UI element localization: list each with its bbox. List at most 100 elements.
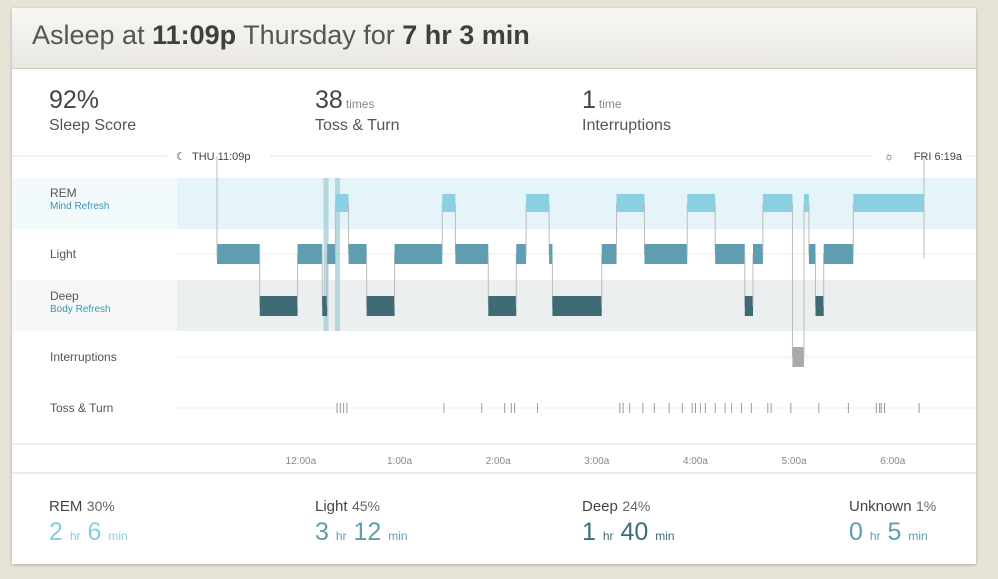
summary-duration: 1 hr 40 min	[582, 518, 675, 547]
summary-minutes: 6	[87, 518, 102, 546]
chart-marks	[12, 155, 976, 413]
summary-hours-unit: hr	[869, 529, 881, 543]
row-sublabel: Mind Refresh	[50, 201, 109, 212]
summary-minutes-unit: min	[108, 529, 128, 543]
stat-value: 1	[582, 86, 596, 114]
light-segment	[217, 244, 260, 264]
light-segment	[297, 244, 323, 264]
x-tick-label: 6:00a	[880, 456, 905, 467]
summary-hours-unit: hr	[335, 529, 347, 543]
page-title: Asleep at 11:09p Thursday for 7 hr 3 min	[32, 20, 530, 51]
stat-unit: time	[598, 97, 622, 111]
summary-minutes: 12	[353, 518, 382, 546]
summary-rem: REM 30% 2 hr 6 min	[49, 498, 128, 547]
stat-label: Interruptions	[582, 117, 671, 134]
row-label: Interruptions	[50, 350, 117, 364]
chart-bands	[12, 178, 976, 474]
stat-label: Toss & Turn	[315, 117, 400, 134]
deep-segment	[488, 296, 517, 316]
light-segment	[753, 244, 763, 264]
light-segment	[348, 244, 367, 264]
stat-toss-turn: 38 times Toss & Turn	[315, 86, 399, 135]
summary-name: Light	[315, 498, 348, 515]
summary-duration: 0 hr 5 min	[849, 518, 936, 547]
summary-minutes-unit: min	[655, 529, 675, 543]
x-tick-label: 4:00a	[683, 456, 708, 467]
row-label: Deep	[50, 289, 79, 303]
sun-icon: ☼	[884, 151, 894, 163]
x-tick-label: 5:00a	[782, 456, 807, 467]
summary-pct: 45%	[351, 498, 381, 514]
light-segment	[715, 244, 745, 264]
summary-hours: 3	[315, 518, 329, 546]
stat-sleep-score: 92% Sleep Score	[49, 86, 136, 135]
summary-name: REM	[49, 498, 83, 515]
summary-light: Light 45% 3 hr 12 min	[315, 498, 408, 547]
summary-name: Unknown	[849, 498, 912, 515]
x-tick-label: 2:00a	[486, 456, 511, 467]
rem-segment	[853, 194, 924, 212]
light-segment	[644, 244, 688, 264]
deep-segment	[322, 296, 328, 316]
row-label: Light	[50, 247, 77, 261]
title-duration: 7 hr 3 min	[402, 20, 530, 50]
deep-segment	[744, 296, 754, 316]
start-marker-label: THU 11:09p	[192, 151, 251, 163]
title-prefix: Asleep at	[32, 20, 145, 50]
deep-segment	[552, 296, 602, 316]
stat-value: 38	[315, 86, 343, 114]
summary-hours: 2	[49, 518, 63, 546]
deep-segment	[259, 296, 298, 316]
summary-hours-unit: hr	[69, 529, 81, 543]
summary-pct: 24%	[622, 498, 651, 514]
stat-value: 92%	[49, 86, 100, 114]
rem-segment	[762, 194, 793, 212]
light-segment	[455, 244, 489, 264]
stat-label: Sleep Score	[49, 117, 137, 134]
summary-pct: 1%	[916, 498, 937, 514]
highlight-bar	[323, 178, 329, 331]
stat-interruptions: 1 time Interruptions	[582, 86, 671, 135]
x-tick-label: 12:00a	[286, 456, 317, 467]
summary-minutes: 40	[620, 518, 649, 546]
title-time: 11:09p	[152, 20, 237, 50]
summary-duration: 3 hr 12 min	[315, 518, 408, 547]
summary-name: Deep	[582, 498, 618, 515]
light-segment	[327, 244, 336, 264]
row-label: Toss & Turn	[50, 401, 113, 415]
light-segment	[516, 244, 527, 264]
summary-deep: Deep 24% 1 hr 40 min	[582, 498, 675, 547]
rem-segment	[616, 194, 645, 212]
light-segment	[601, 244, 617, 264]
summary-hours: 0	[849, 518, 863, 546]
rem-segment	[335, 194, 349, 212]
row-label: REM	[50, 186, 77, 200]
summary-unknown: Unknown 1% 0 hr 5 min	[849, 498, 936, 547]
deep-segment	[366, 296, 395, 316]
summary-duration: 2 hr 6 min	[49, 518, 128, 547]
light-segment	[823, 244, 854, 264]
interruption-segment	[792, 347, 804, 367]
rem-segment	[442, 194, 456, 212]
deep-segment	[815, 296, 824, 316]
title-day: Thursday for	[243, 20, 395, 50]
summary-pct: 30%	[86, 498, 115, 514]
summary-hours-unit: hr	[602, 529, 614, 543]
end-marker-label: FRI 6:19a	[914, 151, 963, 163]
light-segment	[549, 244, 553, 264]
stat-unit: times	[345, 97, 375, 111]
rem-segment	[687, 194, 716, 212]
summary-minutes: 5	[887, 518, 902, 546]
light-segment	[394, 244, 443, 264]
row-sublabel: Body Refresh	[50, 304, 111, 315]
rem-segment	[526, 194, 550, 212]
highlight-bar	[335, 178, 341, 331]
label-column	[12, 178, 177, 448]
moon-icon: ☾	[176, 151, 186, 163]
header-bar: Asleep at 11:09p Thursday for 7 hr 3 min	[12, 8, 976, 69]
summary-hours: 1	[582, 518, 596, 546]
sleep-report-card: Asleep at 11:09p Thursday for 7 hr 3 min…	[12, 8, 976, 564]
summary-minutes-unit: min	[908, 529, 928, 543]
